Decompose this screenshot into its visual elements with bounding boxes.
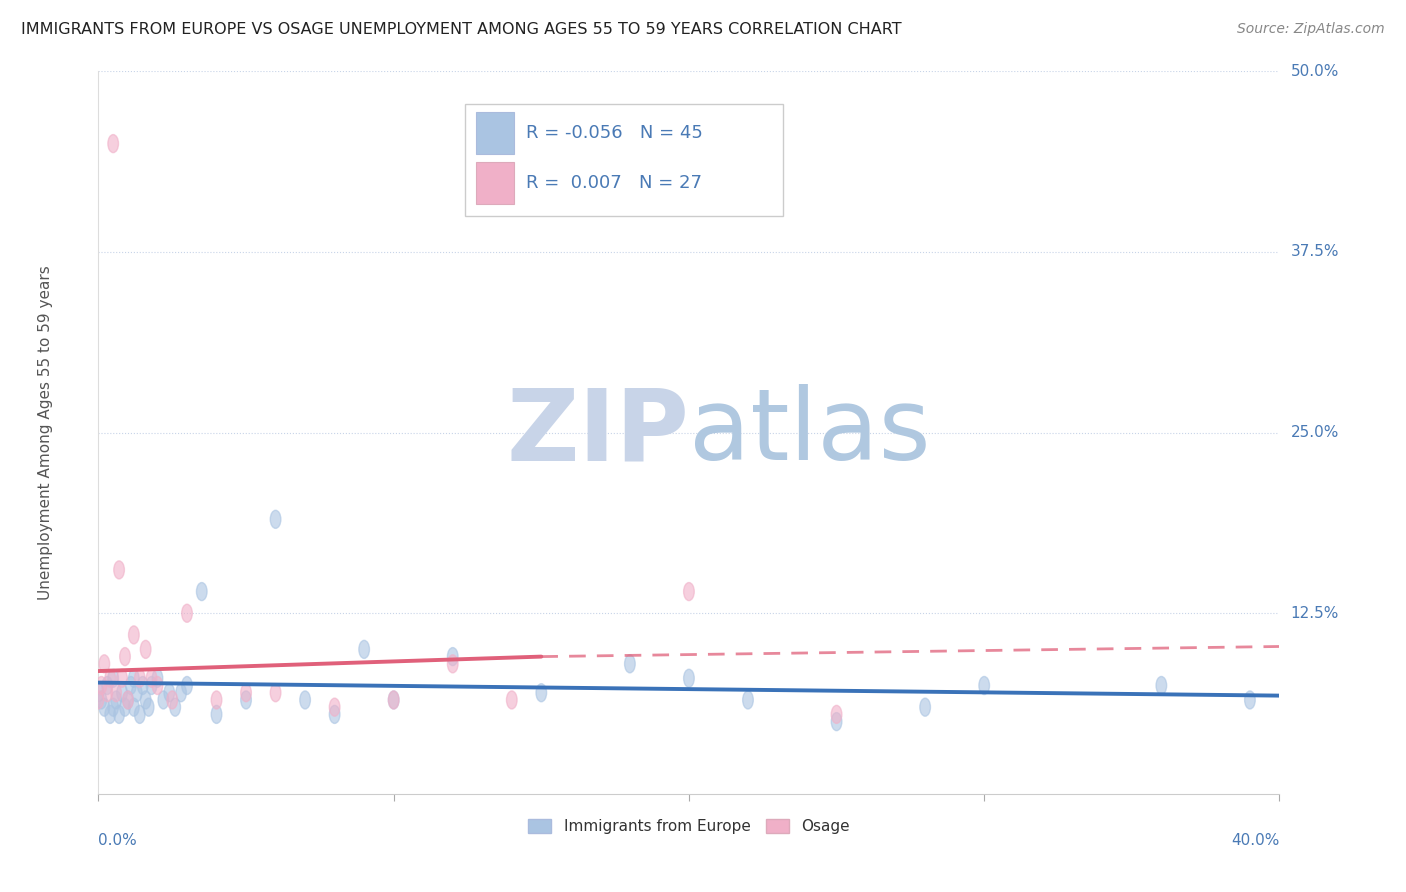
- Ellipse shape: [93, 683, 104, 702]
- Text: R = -0.056   N = 45: R = -0.056 N = 45: [526, 124, 703, 142]
- Ellipse shape: [122, 691, 134, 709]
- Ellipse shape: [146, 676, 157, 695]
- Ellipse shape: [135, 706, 145, 723]
- Text: 25.0%: 25.0%: [1291, 425, 1339, 440]
- Ellipse shape: [128, 669, 139, 688]
- Ellipse shape: [742, 691, 754, 709]
- Ellipse shape: [96, 676, 107, 695]
- Ellipse shape: [98, 655, 110, 673]
- Ellipse shape: [103, 676, 112, 695]
- Ellipse shape: [146, 669, 157, 688]
- Ellipse shape: [105, 669, 115, 688]
- Text: 40.0%: 40.0%: [1232, 833, 1279, 847]
- Ellipse shape: [506, 691, 517, 709]
- Ellipse shape: [152, 669, 163, 688]
- Text: Source: ZipAtlas.com: Source: ZipAtlas.com: [1237, 22, 1385, 37]
- FancyBboxPatch shape: [477, 112, 515, 154]
- Ellipse shape: [329, 706, 340, 723]
- Ellipse shape: [270, 683, 281, 702]
- Ellipse shape: [141, 691, 150, 709]
- Ellipse shape: [167, 691, 177, 709]
- Ellipse shape: [683, 582, 695, 600]
- Ellipse shape: [128, 626, 139, 644]
- Text: 12.5%: 12.5%: [1291, 606, 1339, 621]
- Ellipse shape: [96, 691, 107, 709]
- Ellipse shape: [359, 640, 370, 658]
- Ellipse shape: [447, 655, 458, 673]
- Ellipse shape: [120, 648, 131, 665]
- Text: R =  0.007   N = 27: R = 0.007 N = 27: [526, 174, 702, 192]
- Ellipse shape: [108, 698, 118, 716]
- Ellipse shape: [111, 691, 121, 709]
- Ellipse shape: [117, 683, 128, 702]
- Ellipse shape: [624, 655, 636, 673]
- Ellipse shape: [388, 691, 399, 709]
- Text: 50.0%: 50.0%: [1291, 64, 1339, 78]
- Ellipse shape: [211, 691, 222, 709]
- Text: 37.5%: 37.5%: [1291, 244, 1339, 260]
- Ellipse shape: [181, 676, 193, 695]
- Ellipse shape: [93, 691, 104, 709]
- Ellipse shape: [125, 676, 136, 695]
- Ellipse shape: [197, 582, 207, 600]
- Ellipse shape: [108, 669, 118, 688]
- Ellipse shape: [1244, 691, 1256, 709]
- FancyBboxPatch shape: [477, 161, 515, 204]
- Ellipse shape: [240, 683, 252, 702]
- Ellipse shape: [122, 691, 134, 709]
- Ellipse shape: [98, 698, 110, 716]
- Text: Unemployment Among Ages 55 to 59 years: Unemployment Among Ages 55 to 59 years: [38, 265, 53, 600]
- Ellipse shape: [447, 648, 458, 665]
- Text: 0.0%: 0.0%: [98, 833, 138, 847]
- Ellipse shape: [170, 698, 180, 716]
- Ellipse shape: [176, 683, 187, 702]
- Ellipse shape: [165, 683, 174, 702]
- Ellipse shape: [152, 676, 163, 695]
- Text: ZIP: ZIP: [506, 384, 689, 481]
- Ellipse shape: [920, 698, 931, 716]
- Ellipse shape: [105, 706, 115, 723]
- Legend: Immigrants from Europe, Osage: Immigrants from Europe, Osage: [522, 814, 856, 840]
- Ellipse shape: [683, 669, 695, 688]
- Ellipse shape: [117, 669, 128, 688]
- Ellipse shape: [536, 683, 547, 702]
- Ellipse shape: [120, 698, 131, 716]
- Ellipse shape: [270, 510, 281, 528]
- Ellipse shape: [108, 135, 118, 153]
- Ellipse shape: [114, 706, 124, 723]
- Ellipse shape: [831, 713, 842, 731]
- Ellipse shape: [132, 683, 142, 702]
- Ellipse shape: [157, 691, 169, 709]
- Ellipse shape: [111, 683, 121, 702]
- Ellipse shape: [181, 604, 193, 623]
- Ellipse shape: [240, 691, 252, 709]
- Ellipse shape: [103, 683, 112, 702]
- Ellipse shape: [128, 698, 139, 716]
- Ellipse shape: [1156, 676, 1167, 695]
- Ellipse shape: [979, 676, 990, 695]
- Ellipse shape: [135, 669, 145, 688]
- Ellipse shape: [299, 691, 311, 709]
- Ellipse shape: [143, 698, 153, 716]
- Ellipse shape: [211, 706, 222, 723]
- Ellipse shape: [141, 640, 150, 658]
- Ellipse shape: [831, 706, 842, 723]
- FancyBboxPatch shape: [464, 103, 783, 216]
- Text: IMMIGRANTS FROM EUROPE VS OSAGE UNEMPLOYMENT AMONG AGES 55 TO 59 YEARS CORRELATI: IMMIGRANTS FROM EUROPE VS OSAGE UNEMPLOY…: [21, 22, 901, 37]
- Ellipse shape: [138, 676, 148, 695]
- Ellipse shape: [329, 698, 340, 716]
- Text: atlas: atlas: [689, 384, 931, 481]
- Ellipse shape: [114, 561, 124, 579]
- Ellipse shape: [388, 691, 399, 709]
